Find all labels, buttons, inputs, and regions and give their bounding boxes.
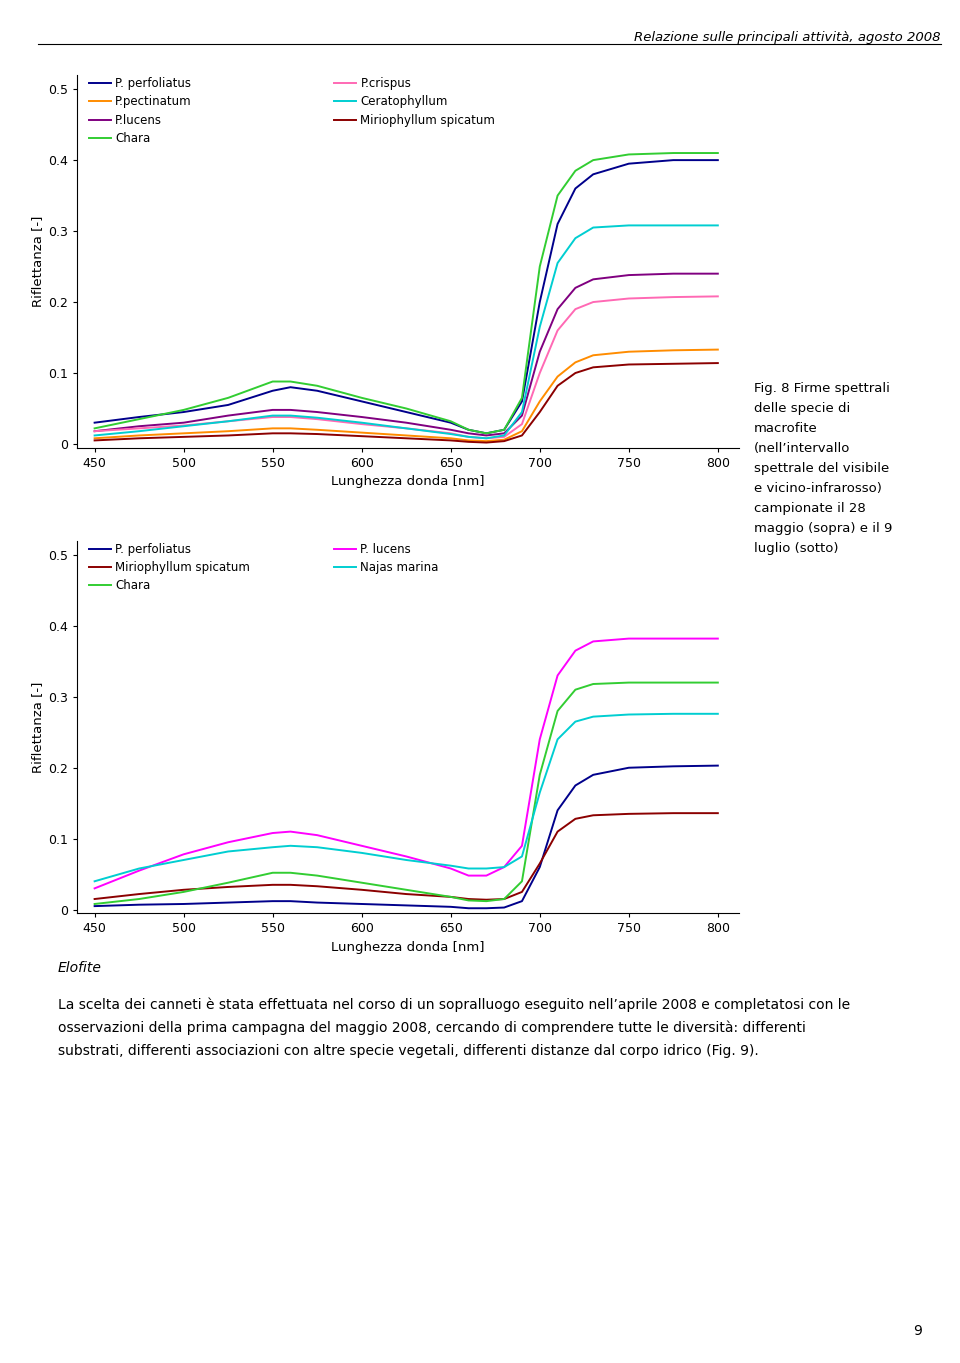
Text: Fig. 8 Firme spettrali
delle specie di
macrofite
(nell’intervallo
spettrale del : Fig. 8 Firme spettrali delle specie di m…	[754, 382, 892, 555]
Text: La scelta dei canneti è stata effettuata nel corso di un sopralluogo eseguito ne: La scelta dei canneti è stata effettuata…	[58, 998, 850, 1058]
Text: Elofite: Elofite	[58, 961, 102, 975]
Y-axis label: Riflettanza [-]: Riflettanza [-]	[31, 215, 43, 307]
Legend: P. lucens, Najas marina: P. lucens, Najas marina	[334, 542, 439, 574]
Text: Relazione sulle principali attività, agosto 2008: Relazione sulle principali attività, ago…	[635, 31, 941, 45]
Text: 9: 9	[913, 1325, 922, 1338]
X-axis label: Lunghezza donda [nm]: Lunghezza donda [nm]	[331, 940, 485, 954]
Y-axis label: Riflettanza [-]: Riflettanza [-]	[31, 682, 43, 773]
Legend: P.crispus, Ceratophyllum, Miriophyllum spicatum: P.crispus, Ceratophyllum, Miriophyllum s…	[334, 78, 495, 127]
X-axis label: Lunghezza donda [nm]: Lunghezza donda [nm]	[331, 476, 485, 488]
